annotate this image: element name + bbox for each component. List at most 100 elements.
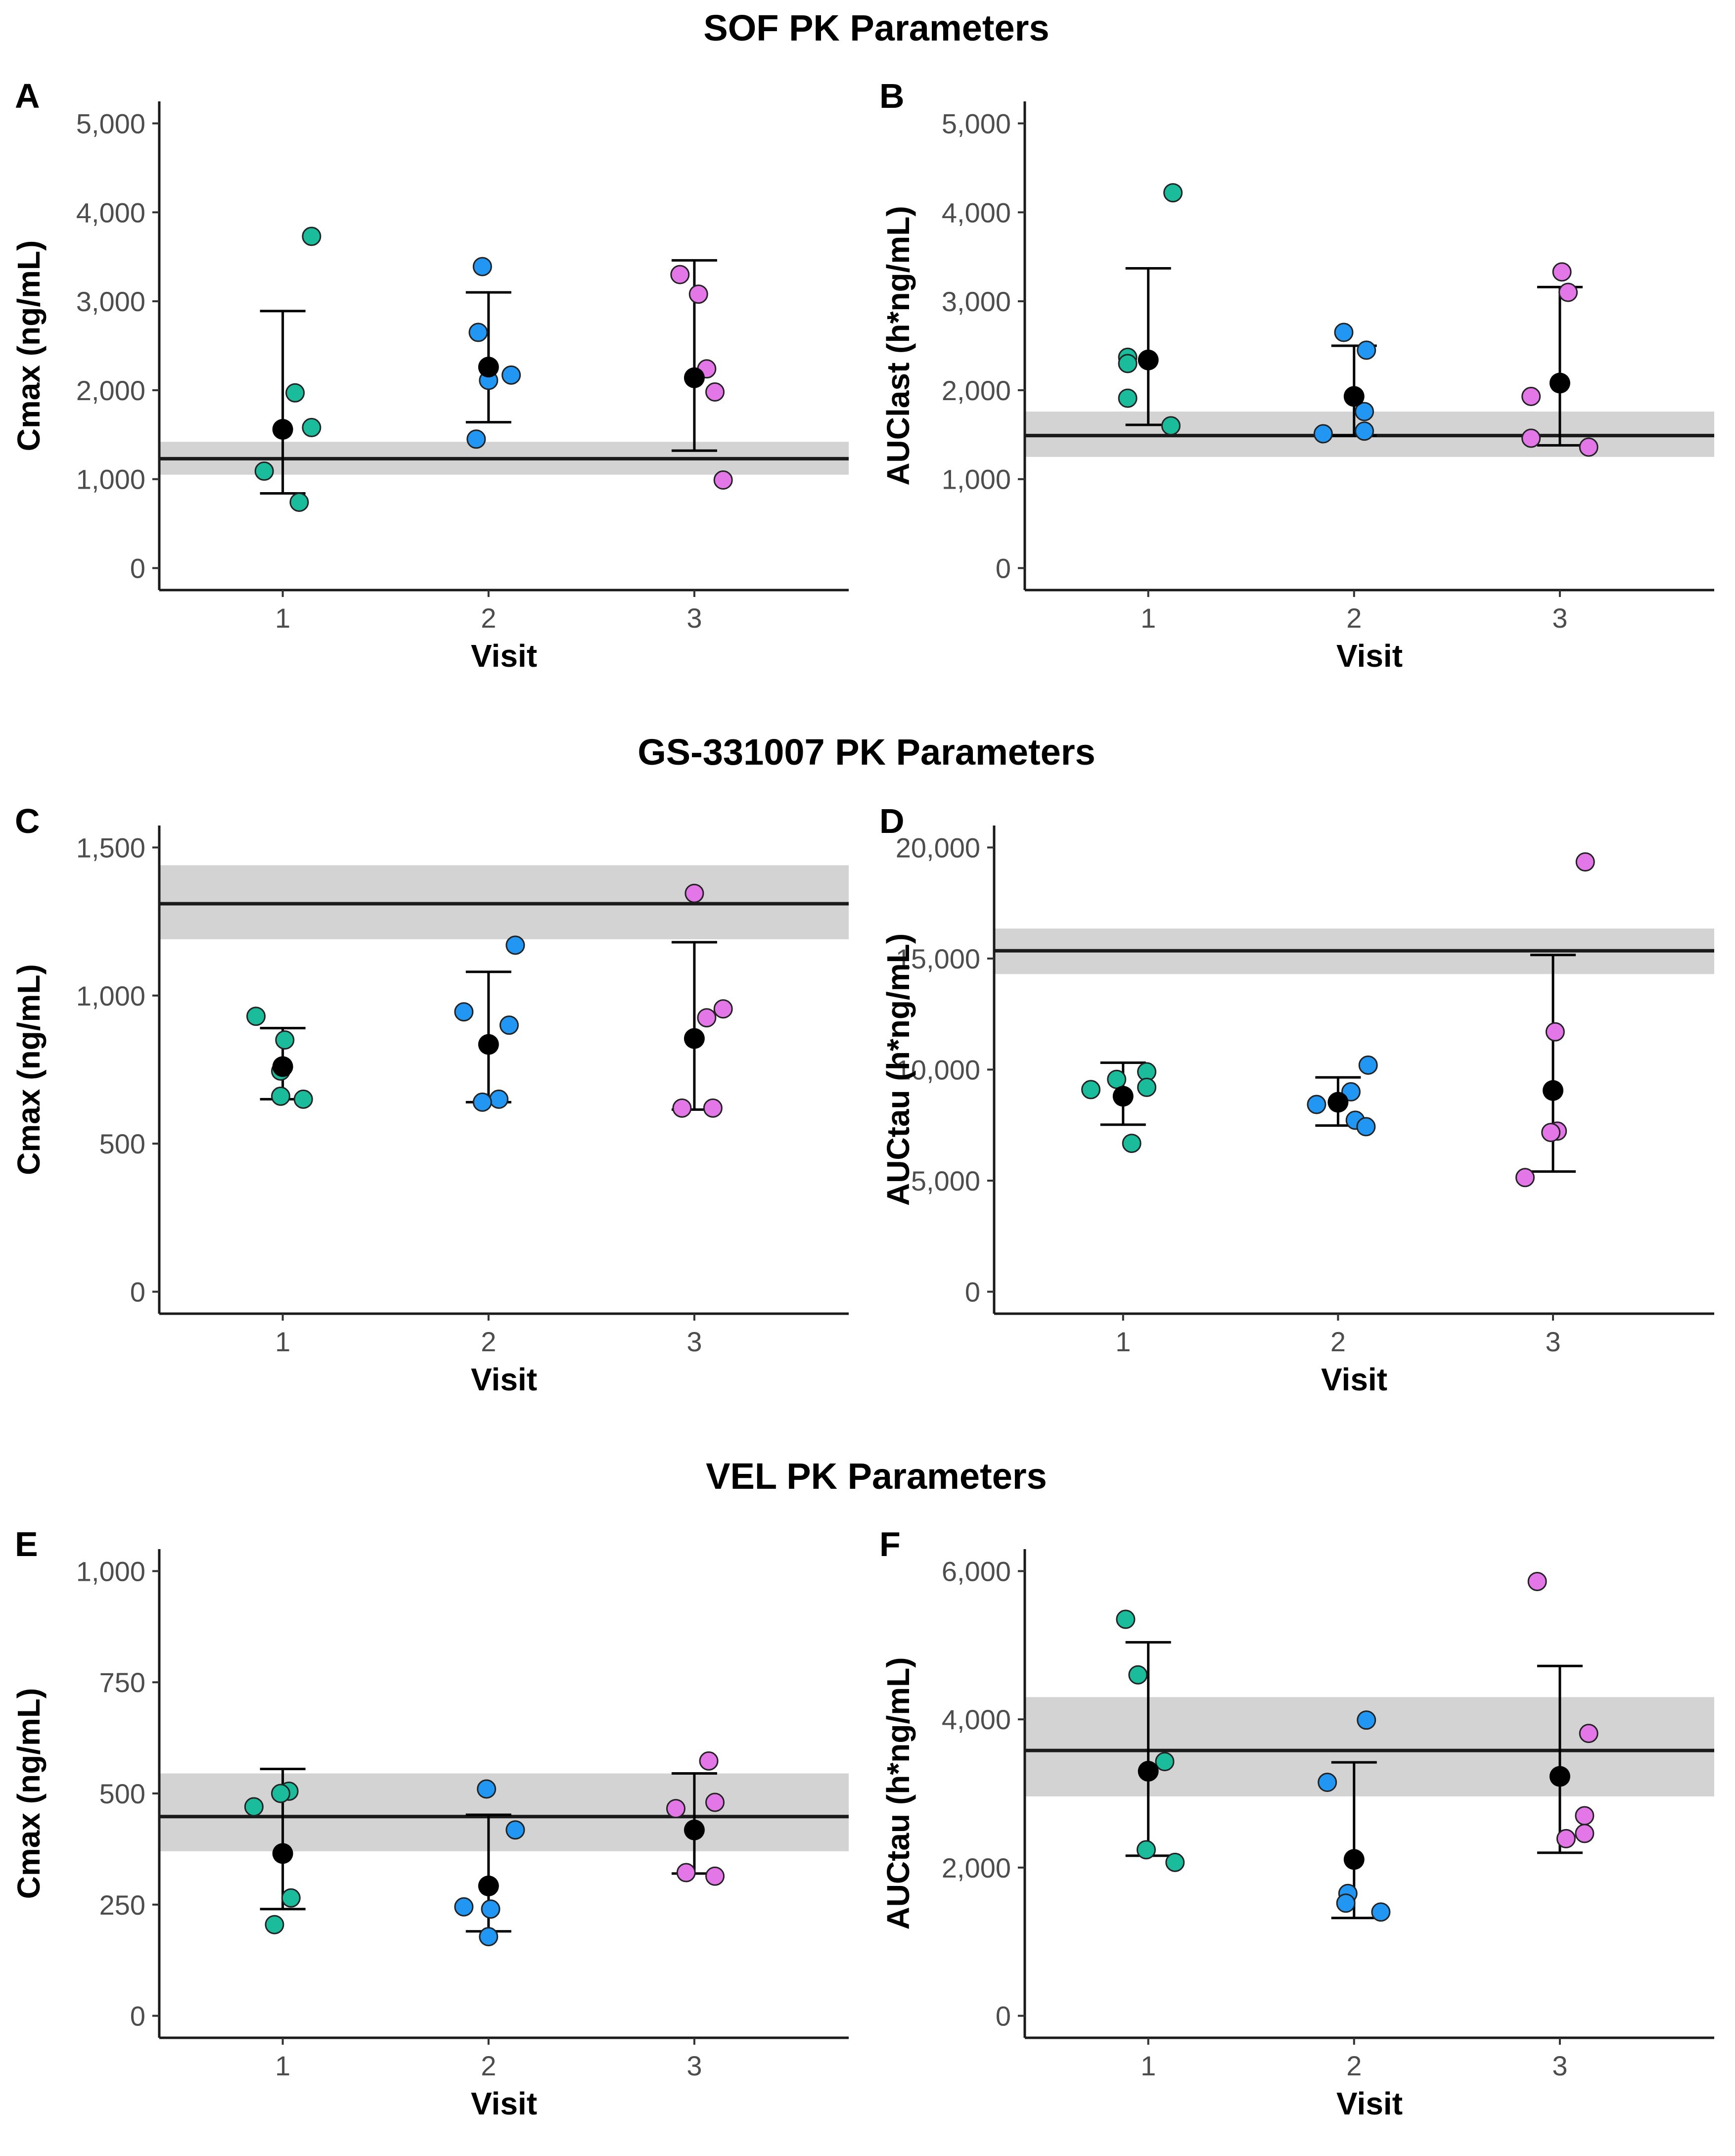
panel-d-visit-1-mean-point	[1112, 1086, 1134, 1107]
panel-f-vel-auctau: F 0 2,000 4,000 6,000 1 2 3 Visit AUCtau (h*ng/mL…	[879, 1525, 1714, 2121]
panel-d-visit-1-point	[1137, 1077, 1157, 1097]
panel-c-visit-1-point	[246, 1007, 266, 1026]
panel-b-x-tick-label: 2	[1346, 602, 1362, 634]
panel-c-visit-3-point	[672, 1098, 692, 1118]
section-title-vel: VEL PK Parameters	[706, 1456, 1047, 1497]
panel-e-y-tick-label: 750	[99, 1667, 145, 1698]
panel-b-x-tick-label: 1	[1141, 602, 1156, 634]
panel-e-y-tick-label: 0	[130, 2001, 145, 2032]
panel-b-y-tick-label: 0	[996, 553, 1011, 584]
panel-b-visit-3-point	[1558, 282, 1578, 302]
panel-a-y-tick-label: 0	[130, 553, 145, 584]
panel-c-gs331007-cmax: C 0 500 1,000 1,500 1 2 3 Visit Cmax (ng/mL)	[11, 802, 849, 1397]
panel-e-visit-2-point	[481, 1899, 501, 1919]
panel-f-visit-1-point	[1137, 1840, 1156, 1860]
panel-c-x-axis-title: Visit	[471, 1362, 537, 1397]
panel-c-visit-2-mean-point	[478, 1034, 499, 1055]
panel-a-visit-3-point	[705, 382, 725, 402]
panel-c-x-tick-label: 3	[686, 1326, 702, 1357]
panel-b-y-tick-label: 3,000	[942, 286, 1011, 317]
panel-a-visit-3-mean-point	[684, 367, 705, 388]
panel-b-visit-2-point	[1357, 340, 1376, 360]
panel-c-visit-3-point	[713, 999, 733, 1019]
panel-c-visit-3-mean-point	[684, 1028, 705, 1049]
panel-d-visit-2-point	[1307, 1095, 1326, 1114]
panel-e-y-tick-label: 1,000	[76, 1556, 145, 1587]
panel-e-vel-cmax: E 0 250 500 750 1,000 1 2 3 Visit Cmax (ng/mL)	[11, 1525, 849, 2121]
panel-c-y-tick-label: 0	[130, 1277, 145, 1308]
panel-b-y-tick-label: 1,000	[942, 464, 1011, 495]
panel-b-visit-1-mean-point	[1138, 349, 1159, 370]
panel-a-letter: A	[15, 77, 40, 115]
panel-b-visit-1-point	[1163, 183, 1183, 203]
panel-d-y-tick-label: 20,000	[896, 832, 980, 863]
panel-d-y-tick-label: 10,000	[896, 1055, 980, 1086]
panel-f-visit-1-point	[1165, 1852, 1185, 1872]
panel-e-visit-2-point	[505, 1820, 525, 1840]
panel-a-visit-1-point	[254, 461, 274, 481]
panel-f-visit-3-mean-point	[1549, 1766, 1570, 1787]
panel-e-visit-2-point	[479, 1927, 499, 1947]
panel-d-x-axis-title: Visit	[1321, 1362, 1387, 1397]
panel-d-y-tick-label: 15,000	[896, 943, 980, 974]
panel-a-visit-2-point	[466, 429, 486, 449]
panel-c-visit-1-point	[271, 1086, 291, 1106]
panel-a-y-tick-label: 3,000	[76, 286, 145, 317]
panel-b-visit-3-point	[1521, 386, 1541, 406]
panel-e-y-tick-label: 500	[99, 1778, 145, 1809]
panel-a-x-axis-title: Visit	[471, 638, 537, 674]
panel-e-x-axis-title: Visit	[471, 2086, 537, 2121]
panel-d-visit-2-mean-point	[1327, 1092, 1349, 1113]
panel-e-visit-1-mean-point	[272, 1843, 293, 1864]
panel-a-y-tick-label: 4,000	[76, 197, 145, 228]
panel-f-y-tick-label: 4,000	[942, 1704, 1011, 1735]
panel-c-visit-1-point	[293, 1089, 313, 1109]
panel-c-letter: C	[15, 802, 40, 840]
panel-b-visit-1-point	[1118, 354, 1138, 373]
panel-e-visit-2-point	[454, 1897, 474, 1917]
panel-f-visit-1-point	[1116, 1609, 1136, 1629]
panel-a-sof-cmax: A 0 1,000 2,000 3,000 4,000 5,000 1 2 3 Visit Cmax …	[11, 77, 849, 674]
panel-e-visit-1-point	[265, 1915, 284, 1934]
panel-b-letter: B	[879, 77, 905, 115]
panel-f-visit-2-point	[1318, 1773, 1337, 1792]
panel-d-x-tick-label: 2	[1330, 1326, 1346, 1357]
panel-e-reference-band	[160, 1773, 849, 1851]
panel-d-visit-2-point	[1356, 1117, 1376, 1137]
panel-f-visit-3-point	[1579, 1724, 1598, 1743]
panel-e-visit-1-point	[244, 1797, 264, 1817]
panel-f-visit-2-point	[1336, 1893, 1356, 1913]
panel-d-visit-3-point	[1575, 852, 1595, 872]
panel-b-y-tick-label: 4,000	[942, 197, 1011, 228]
panel-e-visit-3-mean-point	[684, 1819, 705, 1840]
panel-f-visit-2-mean-point	[1343, 1849, 1365, 1870]
panel-c-visit-2-point	[472, 1092, 492, 1112]
panel-c-y-tick-label: 1,500	[76, 832, 145, 863]
panel-f-visit-2-point	[1371, 1902, 1391, 1922]
panel-c-visit-2-point	[505, 935, 525, 955]
section-title-sof: SOF PK Parameters	[703, 7, 1049, 48]
panel-a-visit-2-point	[468, 322, 488, 342]
panel-d-visit-1-point	[1107, 1069, 1127, 1089]
panel-c-visit-1-mean-point	[272, 1056, 293, 1077]
panel-b-visit-1-point	[1118, 388, 1138, 408]
panel-f-letter: F	[879, 1525, 901, 1563]
panel-f-x-axis-title: Visit	[1336, 2086, 1403, 2121]
panel-a-visit-1-point	[302, 227, 321, 246]
panel-e-visit-2-mean-point	[478, 1876, 499, 1897]
panel-e-x-tick-label: 1	[275, 2050, 290, 2081]
panel-a-x-tick-label: 3	[686, 602, 702, 634]
panel-c-visit-3-point	[703, 1098, 723, 1118]
panel-d-y-axis-title: AUCtau (h*ng/mL)	[880, 933, 916, 1206]
panel-f-visit-1-point	[1128, 1665, 1148, 1685]
panel-b-visit-3-point	[1552, 262, 1572, 282]
panel-f-visit-1-point	[1155, 1752, 1175, 1772]
panel-d-x-tick-label: 3	[1545, 1326, 1560, 1357]
panel-d-visit-3-point	[1515, 1168, 1535, 1188]
panel-b-visit-3-mean-point	[1549, 372, 1570, 394]
panel-e-visit-2-point	[477, 1779, 497, 1799]
panel-e-x-tick-label: 3	[686, 2050, 702, 2081]
panel-c-visit-2-point	[489, 1089, 509, 1109]
panel-a-visit-3-point	[688, 284, 708, 304]
panel-c-visit-1-point	[275, 1030, 295, 1050]
